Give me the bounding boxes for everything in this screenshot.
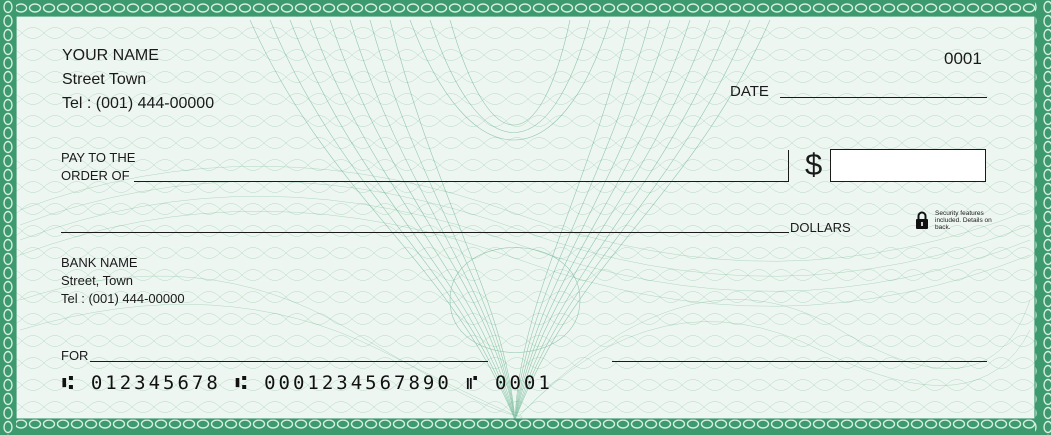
bank-name: BANK NAME — [61, 255, 138, 270]
pay-to-label-line1: PAY TO THE — [61, 150, 136, 165]
amount-box[interactable] — [830, 149, 986, 182]
security-note: Security features included. Details on b… — [935, 210, 992, 231]
currency-symbol: $ — [805, 147, 823, 182]
dollars-label: DOLLARS — [790, 220, 851, 235]
account-holder-name: YOUR NAME — [62, 47, 159, 64]
amount-words-line[interactable] — [61, 232, 789, 233]
bank-street: Street, Town — [61, 273, 134, 288]
date-line[interactable] — [780, 97, 987, 98]
check-number: 0001 — [944, 49, 982, 68]
date-label: DATE — [730, 83, 769, 100]
account-holder-tel: Tel : (001) 444-00000 — [62, 95, 215, 112]
payee-line-end — [788, 150, 789, 182]
payee-line[interactable] — [134, 181, 788, 182]
bank-tel: Tel : (001) 444-00000 — [61, 291, 185, 306]
micr-line: ⑆ 012345678 ⑆ 0001234567890 ⑈ 0001 — [62, 372, 553, 394]
padlock-icon — [916, 211, 928, 229]
account-holder-street: Street Town — [62, 71, 147, 88]
pay-to-label-line2: ORDER OF — [61, 168, 130, 183]
memo-label: FOR — [61, 348, 89, 363]
signature-line[interactable] — [612, 361, 987, 362]
memo-line[interactable] — [90, 361, 488, 362]
